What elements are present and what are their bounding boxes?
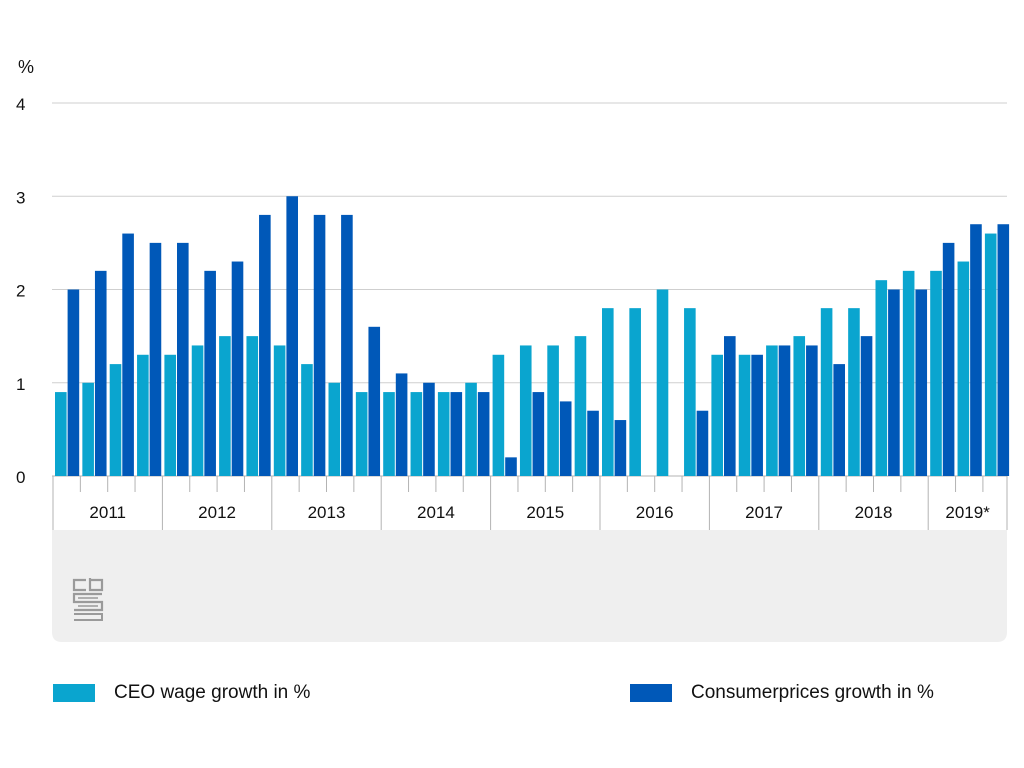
bar-ceo-wage-growth	[875, 280, 888, 476]
bar-consumer-price-growth	[751, 354, 763, 476]
bar-ceo-wage-growth	[328, 382, 341, 476]
bar-consumer-price-growth	[915, 289, 928, 476]
legend: CEO wage growth in % Consumerprices grow…	[53, 682, 973, 708]
y-tick-label: 0	[16, 468, 25, 487]
bar-ceo-wage-growth	[492, 354, 505, 476]
bar-ceo-wage-growth	[519, 345, 532, 476]
bar-consumer-price-growth	[505, 457, 517, 476]
x-tick-label: 2012	[198, 503, 236, 522]
footer-panel	[52, 530, 1007, 642]
bar-consumer-price-growth	[724, 336, 736, 476]
bar-consumer-price-growth	[94, 270, 107, 476]
bar-ceo-wage-growth	[301, 364, 313, 476]
bar-ceo-wage-growth	[656, 289, 669, 476]
y-tick-label: 1	[16, 375, 25, 394]
legend-label-cpi: Consumerprices growth in %	[691, 682, 934, 703]
bar-ceo-wage-growth	[465, 382, 477, 476]
bar-consumer-price-growth	[860, 336, 873, 476]
y-axis-unit-label: %	[18, 57, 34, 77]
bar-ceo-wage-growth	[629, 308, 641, 476]
bar-ceo-wage-growth	[109, 364, 122, 476]
bar-consumer-price-growth	[942, 242, 955, 476]
bar-ceo-wage-growth	[574, 336, 587, 476]
bar-ceo-wage-growth	[738, 354, 751, 476]
bar-consumer-price-growth	[559, 401, 572, 476]
bar-consumer-price-growth	[587, 410, 599, 476]
bar-ceo-wage-growth	[602, 308, 614, 476]
bar-consumer-price-growth	[313, 214, 326, 476]
bar-consumer-price-growth	[888, 289, 900, 476]
cbs-logo-icon	[72, 578, 104, 621]
bar-consumer-price-growth	[177, 242, 189, 476]
bar-ceo-wage-growth	[793, 336, 806, 476]
bar-consumer-price-growth	[477, 392, 490, 476]
bar-ceo-wage-growth	[984, 233, 997, 476]
bar-ceo-wage-growth	[766, 345, 778, 476]
legend-item-cpi: Consumerprices growth in %	[630, 682, 934, 704]
legend-swatch-cpi	[630, 684, 672, 702]
bar-consumer-price-growth	[67, 289, 80, 476]
bar-ceo-wage-growth	[711, 354, 723, 476]
legend-label-ceo: CEO wage growth in %	[114, 682, 311, 703]
bar-consumer-price-growth	[204, 270, 216, 476]
axis-labels: % 0 1 2 3 4 2011 2012 2013 2014 2015 2016 2017 2018 2…	[16, 57, 990, 522]
bar-consumer-price-growth	[259, 214, 271, 476]
x-tick-label: 2017	[745, 503, 783, 522]
bar-ceo-wage-growth	[902, 270, 915, 476]
bar-ceo-wage-growth	[164, 354, 176, 476]
bar-ceo-wage-growth	[957, 261, 970, 476]
bar-consumer-price-growth	[122, 233, 134, 476]
legend-item-ceo: CEO wage growth in %	[53, 682, 310, 704]
bar-consumer-price-growth	[833, 364, 845, 476]
bar-ceo-wage-growth	[246, 336, 259, 476]
bar-ceo-wage-growth	[820, 308, 833, 476]
bar-ceo-wage-growth	[355, 392, 368, 476]
bar-ceo-wage-growth	[55, 392, 67, 476]
x-tick-label: 2013	[308, 503, 346, 522]
bar-ceo-wage-growth	[410, 392, 423, 476]
chart-footer	[52, 530, 1007, 642]
y-tick-label: 3	[16, 188, 25, 207]
bar-consumer-price-growth	[395, 373, 408, 476]
bar-consumer-price-growth	[696, 410, 709, 476]
bar-ceo-wage-growth	[137, 354, 149, 476]
x-tick-label: 2011	[89, 503, 126, 522]
y-tick-label: 4	[16, 95, 25, 114]
x-tick-label: 2019*	[945, 503, 990, 522]
bar-consumer-price-growth	[997, 224, 1010, 476]
bar-consumer-price-growth	[450, 392, 463, 476]
bar-consumer-price-growth	[806, 345, 818, 476]
bar-consumer-price-growth	[778, 345, 791, 476]
bar-ceo-wage-growth	[684, 308, 696, 476]
bar-consumer-price-growth	[341, 214, 353, 476]
bar-consumer-price-growth	[149, 242, 162, 476]
bar-ceo-wage-growth	[273, 345, 286, 476]
x-tick-label: 2016	[636, 503, 674, 522]
x-tick-label: 2015	[526, 503, 564, 522]
bar-ceo-wage-growth	[547, 345, 559, 476]
bar-ceo-wage-growth	[930, 270, 942, 476]
bar-ceo-wage-growth	[437, 392, 450, 476]
bar-ceo-wage-growth	[219, 336, 231, 476]
bar-consumer-price-growth	[368, 326, 381, 476]
bar-ceo-wage-growth	[848, 308, 860, 476]
bar-consumer-price-growth	[970, 224, 982, 476]
x-tick-label: 2018	[855, 503, 893, 522]
y-tick-label: 2	[16, 282, 25, 301]
bar-consumer-price-growth	[286, 196, 298, 476]
bars	[55, 196, 1010, 476]
bar-ceo-wage-growth	[383, 392, 395, 476]
bar-ceo-wage-growth	[191, 345, 204, 476]
bar-consumer-price-growth	[231, 261, 244, 476]
bar-consumer-price-growth	[423, 382, 435, 476]
bar-consumer-price-growth	[614, 420, 627, 476]
x-tick-label: 2014	[417, 503, 455, 522]
bar-consumer-price-growth	[532, 392, 545, 476]
bar-ceo-wage-growth	[82, 382, 94, 476]
legend-swatch-ceo	[53, 684, 95, 702]
